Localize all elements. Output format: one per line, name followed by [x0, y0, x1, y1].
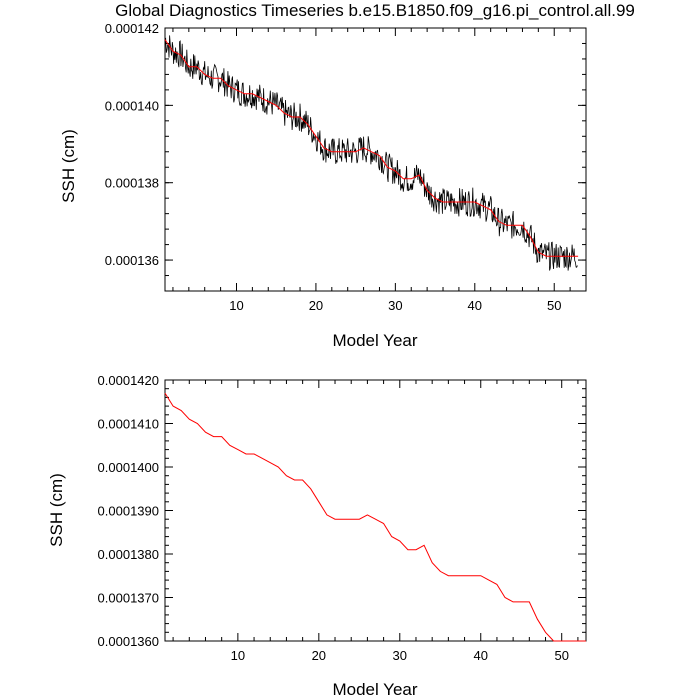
y-tick-label: 0.0001410: [98, 417, 159, 432]
y-tick-label: 0.0001400: [98, 460, 159, 475]
top-x-axis-label: Model Year: [332, 331, 417, 350]
x-tick-label: 40: [468, 298, 482, 313]
x-tick-label: 50: [547, 298, 561, 313]
y-tick-label: 0.000138: [105, 176, 159, 191]
top-series: [164, 35, 579, 271]
bottom-x-ticks: 10 20 30 40 50: [231, 380, 569, 663]
annual-mean-series-line: [164, 39, 579, 257]
figure-title: Global Diagnostics Timeseries b.e15.B185…: [115, 1, 635, 20]
y-tick-label: 0.000140: [105, 98, 159, 113]
annual-mean-series-line: [164, 392, 586, 642]
x-tick-label: 20: [312, 648, 326, 663]
bottom-y-axis-label: SSH (cm): [47, 473, 66, 547]
top-y-axis-label: SSH (cm): [59, 129, 78, 203]
x-tick-label: 30: [388, 298, 402, 313]
bottom-x-axis-label: Model Year: [332, 680, 417, 699]
y-tick-label: 0.0001370: [98, 591, 159, 606]
y-tick-label: 0.0001360: [98, 634, 159, 649]
top-plot-frame: [164, 27, 587, 292]
x-tick-label: 30: [393, 648, 407, 663]
y-tick-label: 0.000142: [105, 21, 159, 36]
bottom-y-ticks: 0.0001360 0.0001370 0.0001380 0.0001390 0.00…: [98, 373, 586, 649]
x-tick-label: 50: [554, 648, 568, 663]
y-tick-label: 0.0001390: [98, 504, 159, 519]
top-panel: 0.000136 0.000138 0.000140 0.000142 10 20 30 4…: [59, 21, 587, 350]
bottom-panel: 0.0001360 0.0001370 0.0001380 0.0001390 0.00…: [47, 373, 587, 699]
y-tick-label: 0.0001420: [98, 373, 159, 388]
x-tick-label: 10: [229, 298, 243, 313]
bottom-minor-ticks: [165, 379, 586, 642]
top-x-ticks: 10 20 30 40 50: [229, 28, 561, 313]
x-tick-label: 20: [309, 298, 323, 313]
x-tick-label: 10: [231, 648, 245, 663]
top-minor-ticks: [165, 27, 587, 292]
bottom-series: [164, 392, 586, 642]
x-tick-label: 40: [474, 648, 488, 663]
y-tick-label: 0.0001380: [98, 547, 159, 562]
y-tick-label: 0.000136: [105, 253, 159, 268]
monthly-series-line: [164, 35, 578, 271]
